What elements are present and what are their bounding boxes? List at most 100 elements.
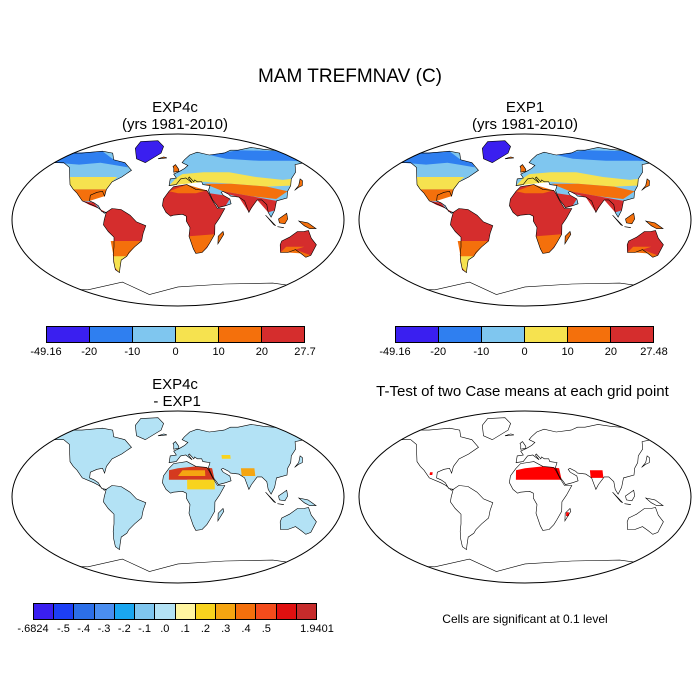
coastline xyxy=(134,140,164,164)
colorbar-swatch xyxy=(295,604,317,619)
colorbar-swatch xyxy=(396,327,438,342)
colorbar-swatch xyxy=(524,327,567,342)
coastline xyxy=(519,441,527,450)
coastline xyxy=(278,489,289,502)
panel-title-exp4c: EXP4c (yrs 1981-2010) xyxy=(50,99,300,133)
coastline xyxy=(41,558,315,583)
coastline xyxy=(157,156,167,160)
colorbar-label: 27.48 xyxy=(640,346,668,358)
colorbar-swatch xyxy=(134,604,155,619)
coastline xyxy=(668,256,683,266)
difference-region xyxy=(169,424,322,495)
colorbar-label: -49.16 xyxy=(30,346,62,358)
panel-title-diff: EXP4c - EXP1 xyxy=(50,376,300,410)
panel-title-exp1: EXP1 (yrs 1981-2010) xyxy=(400,99,650,133)
coastline xyxy=(321,256,336,266)
colorbar-label: 27.7 xyxy=(294,346,316,358)
colorbar-swatch xyxy=(34,604,54,619)
temperature-region xyxy=(551,183,635,199)
difference-region xyxy=(217,508,224,521)
difference-region xyxy=(43,428,132,491)
coastline xyxy=(389,427,479,491)
coastline xyxy=(278,212,289,225)
coastline xyxy=(644,220,664,229)
colorbar-swatch xyxy=(53,604,74,619)
coastline xyxy=(641,455,650,468)
difference-region xyxy=(278,490,288,501)
panel-title-exp4c-line1: EXP4c xyxy=(152,99,198,116)
colorbar-swatch xyxy=(47,327,89,342)
temperature-region xyxy=(280,246,311,258)
coastline xyxy=(624,503,631,505)
temperature-region xyxy=(321,256,336,265)
temperature-region xyxy=(113,256,127,273)
colorbar-label: .2 xyxy=(200,623,211,635)
colorbar-label: -.2 xyxy=(117,623,131,635)
coastline xyxy=(612,491,623,503)
temperature-region xyxy=(204,183,288,199)
colorbar-diff: -.6824 -.5 -.4 -.3 -.2 -.1 .0 .1 .2 .3 .4 .5 1.9401 xyxy=(17,603,334,637)
colorbar-exp4c: -49.16 -20 -10 0 10 20 27.7 xyxy=(30,326,316,360)
coastline xyxy=(168,424,323,495)
temperature-region xyxy=(173,164,179,173)
colorbar-swatch xyxy=(261,327,304,342)
coastline xyxy=(388,558,662,583)
map-exp4c xyxy=(11,133,345,307)
significance-region xyxy=(515,466,562,480)
coastline xyxy=(279,230,317,258)
temperature-region xyxy=(516,184,554,194)
coastline xyxy=(641,178,650,191)
colorbar-swatch xyxy=(154,604,175,619)
colorbar-swatch xyxy=(255,604,276,619)
colorbar-label: -10 xyxy=(124,346,141,358)
significance-note: Cells are significant at 0.1 level xyxy=(442,612,608,626)
temperature-region xyxy=(280,230,317,258)
panel-title-exp1-line1: EXP1 xyxy=(505,99,545,116)
colorbar-label: 20 xyxy=(255,346,268,358)
coastline xyxy=(162,461,226,531)
colorbar-swatch xyxy=(132,327,175,342)
coastline xyxy=(103,485,147,551)
coastline xyxy=(265,214,276,226)
colorbar-label: 20 xyxy=(604,346,617,358)
colorbar-label: -.5 xyxy=(57,623,70,635)
coastline xyxy=(612,214,623,226)
coastline xyxy=(504,156,514,160)
coastline xyxy=(644,497,664,506)
temperature-region xyxy=(416,177,465,190)
panel-title-diff-line2: - EXP1 xyxy=(149,393,201,410)
colorbar-boxes xyxy=(395,326,654,343)
temperature-region xyxy=(169,184,207,194)
colorbar-label: 1.9401 xyxy=(300,623,334,635)
colorbar-swatch xyxy=(93,604,114,619)
coastline xyxy=(162,184,226,254)
coastline xyxy=(103,208,147,274)
temperature-region xyxy=(569,191,624,213)
colorbar-swatch xyxy=(174,604,195,619)
coastline xyxy=(626,507,664,535)
coastline xyxy=(321,533,336,543)
temperature-region xyxy=(298,221,316,229)
temperature-region xyxy=(625,213,635,224)
temperature-region xyxy=(536,234,562,254)
coastline xyxy=(277,226,284,228)
map-diff xyxy=(11,410,345,584)
colorbar-swatch xyxy=(218,327,261,342)
coastline xyxy=(509,184,573,254)
map-border xyxy=(11,133,345,307)
colorbar-swatch xyxy=(214,604,236,619)
temperature-region xyxy=(627,230,664,258)
temperature-region xyxy=(278,213,288,224)
significance-region xyxy=(429,472,433,475)
colorbar-exp1: -49.16 -20 -10 0 10 20 27.48 xyxy=(379,326,668,360)
colorbar-label: -49.16 xyxy=(379,346,411,358)
colorbar-label: 10 xyxy=(212,346,225,358)
coastline xyxy=(157,433,167,437)
difference-region xyxy=(103,485,146,550)
coastline xyxy=(504,433,514,437)
coastline xyxy=(42,427,132,491)
colorbar-swatch xyxy=(194,604,215,619)
coastline xyxy=(41,281,315,306)
difference-region xyxy=(221,455,231,459)
colorbar-label: 0 xyxy=(521,346,528,358)
